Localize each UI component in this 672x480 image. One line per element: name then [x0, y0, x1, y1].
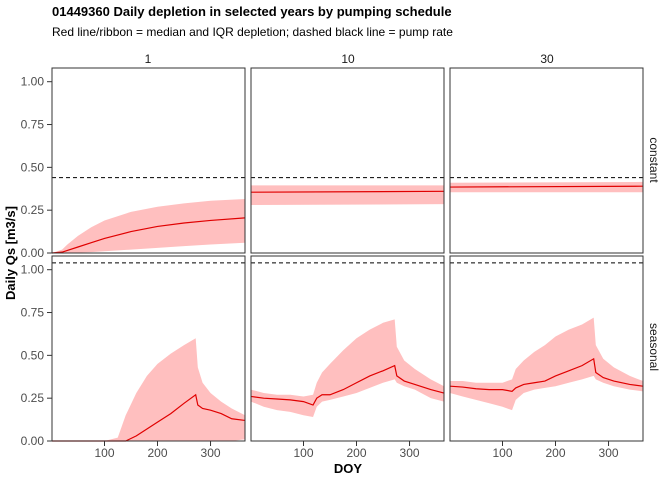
y-tick-label: 0.50 — [21, 160, 45, 174]
iqr-ribbon — [251, 319, 444, 418]
panel-border — [250, 67, 445, 254]
facet-panels — [51, 67, 644, 442]
y-tick-label: 0.25 — [21, 391, 45, 405]
column-label-1: 1 — [145, 52, 152, 66]
x-tick-label: 100 — [94, 446, 114, 460]
y-tick-label: 0.75 — [21, 118, 45, 132]
panel-border — [51, 67, 246, 254]
panel-background — [251, 68, 444, 253]
panel-seasonal-30 — [449, 255, 644, 442]
row-label-constant: constant — [647, 137, 661, 183]
y-tick-label: 0.75 — [21, 306, 45, 320]
column-label-10: 10 — [341, 52, 355, 66]
median-line — [250, 190, 445, 193]
y-tick-label: 1.00 — [21, 75, 45, 89]
iqr-ribbon — [52, 338, 245, 441]
panel-border — [250, 255, 445, 442]
y-tick-label: 0.25 — [21, 203, 45, 217]
y-tick-label: 1.00 — [21, 263, 45, 277]
panel-seasonal-10 — [250, 255, 445, 442]
y-axis-title: Daily Qs [m3/s] — [3, 206, 18, 300]
x-tick-label: 300 — [599, 446, 619, 460]
median-line — [250, 364, 445, 406]
x-tick-label: 200 — [147, 446, 167, 460]
panel-constant-30 — [449, 67, 644, 254]
median-line — [449, 185, 644, 188]
x-tick-label: 200 — [346, 446, 366, 460]
chart-title: 01449360 Daily depletion in selected yea… — [52, 4, 452, 19]
panel-constant-1 — [51, 67, 246, 254]
panel-background — [450, 68, 643, 253]
y-tick-label: 0.50 — [21, 348, 45, 362]
x-tick-label: 100 — [492, 446, 512, 460]
iqr-ribbon — [251, 185, 444, 206]
y-tick-label: 0.00 — [21, 434, 45, 448]
axes: 0.00 0.25 0.50 0.75 1.00 0.00 0.25 0.50 0.75 1.00… — [21, 75, 619, 460]
panel-border — [449, 67, 644, 254]
x-tick-label: 200 — [545, 446, 565, 460]
y-tick-label: 0.00 — [21, 246, 45, 260]
chart-subtitle: Red line/ribbon = median and IQR depleti… — [52, 25, 453, 39]
x-axis-title: DOY — [334, 461, 363, 476]
column-label-30: 30 — [540, 52, 554, 66]
x-tick-label: 300 — [400, 446, 420, 460]
median-line — [449, 357, 644, 392]
panel-constant-10 — [250, 67, 445, 254]
iqr-ribbon — [450, 317, 643, 411]
panel-border — [449, 255, 644, 442]
panel-seasonal-1 — [51, 255, 246, 442]
panel-border — [51, 255, 246, 442]
x-tick-label: 300 — [201, 446, 221, 460]
median-line — [51, 217, 246, 254]
x-tick-label: 100 — [293, 446, 313, 460]
row-label-seasonal: seasonal — [647, 323, 661, 371]
